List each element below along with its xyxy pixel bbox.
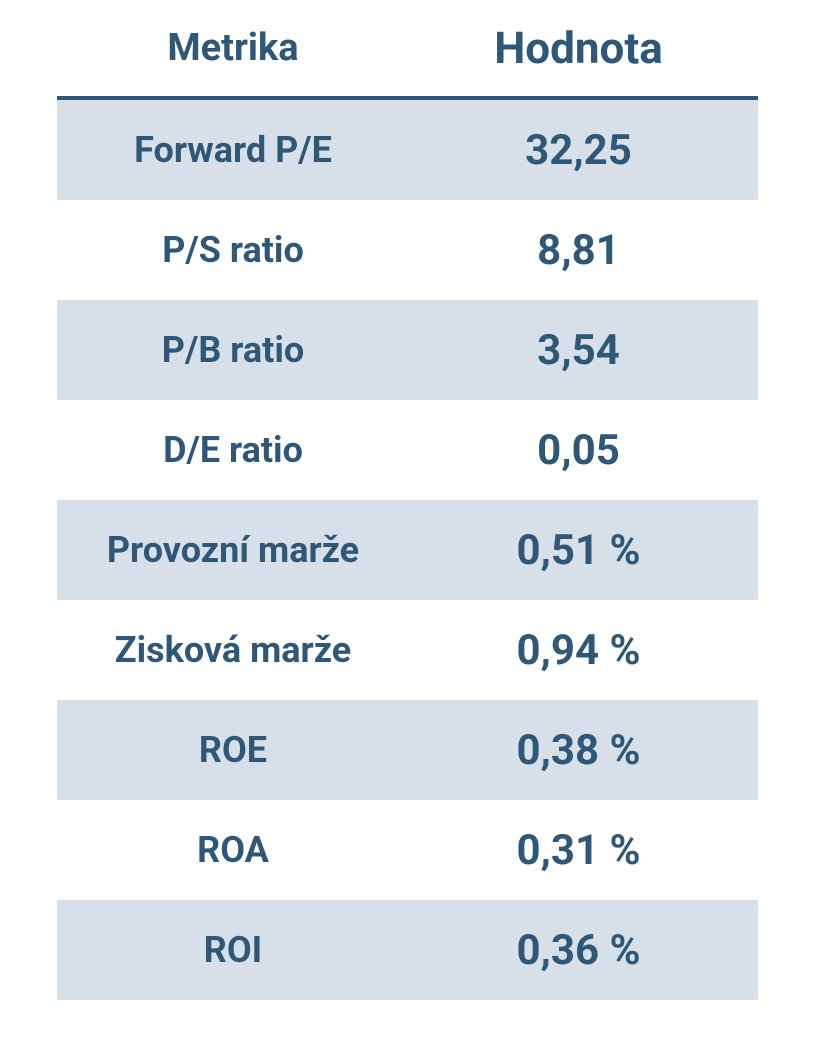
table-row: Provozní marže 0,51 % xyxy=(57,500,758,600)
table-row: P/B ratio 3,54 xyxy=(57,300,758,400)
metric-name: Forward P/E xyxy=(134,129,332,171)
table-row: D/E ratio 0,05 xyxy=(57,400,758,500)
table-row: ROI 0,36 % xyxy=(57,900,758,1000)
table-row: ROE 0,38 % xyxy=(57,700,758,800)
metric-value: 0,94 % xyxy=(516,625,641,675)
table-row: P/S ratio 8,81 xyxy=(57,200,758,300)
table-row: ROA 0,31 % xyxy=(57,800,758,900)
metric-value: 0,51 % xyxy=(516,525,641,575)
metric-name: ROA xyxy=(197,829,269,871)
metric-value: 8,81 xyxy=(537,225,620,275)
metric-name: Zisková marže xyxy=(114,629,352,671)
metric-name: P/B ratio xyxy=(161,329,305,371)
header-row: Metrika Hodnota xyxy=(57,0,758,100)
metric-value: 0,31 % xyxy=(516,825,641,875)
metric-name: P/S ratio xyxy=(162,229,304,271)
metric-value: 3,54 xyxy=(537,325,620,375)
metric-name: Provozní marže xyxy=(106,529,360,571)
table-row: Zisková marže 0,94 % xyxy=(57,600,758,700)
metrics-table: Metrika Hodnota Forward P/E 32,25 P/S rati… xyxy=(57,0,758,1000)
metric-name: ROE xyxy=(198,729,268,771)
header-cell: Metrika xyxy=(167,26,299,70)
metric-name: D/E ratio xyxy=(163,429,303,471)
metric-value: 0,05 xyxy=(537,425,620,475)
metric-value: 0,36 % xyxy=(516,925,641,975)
metric-value: 32,25 xyxy=(525,125,632,175)
header-cell: Hodnota xyxy=(494,22,663,74)
metric-value: 0,38 % xyxy=(516,725,641,775)
metric-name: ROI xyxy=(203,929,263,971)
table-row: Forward P/E 32,25 xyxy=(57,100,758,200)
table-body: Forward P/E 32,25 P/S ratio 8,81 P/B ratio 3,… xyxy=(57,100,758,1000)
